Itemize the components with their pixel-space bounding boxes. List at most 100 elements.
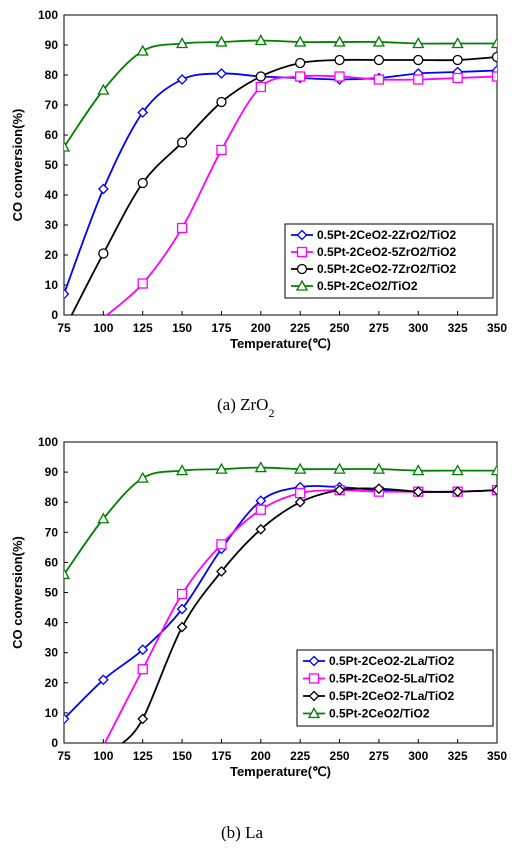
y-tick-label: 0	[51, 736, 58, 750]
x-tick-label: 300	[408, 321, 428, 335]
data-point	[137, 107, 149, 118]
y-tick-label: 80	[45, 495, 59, 509]
caption-text: (b) La	[221, 823, 263, 842]
data-point	[295, 57, 306, 69]
x-tick-label: 250	[330, 749, 350, 763]
data-point	[137, 664, 148, 675]
y-tick-label: 30	[45, 218, 59, 232]
y-tick-label: 70	[45, 525, 59, 539]
data-point	[491, 51, 497, 63]
y-tick-label: 0	[51, 308, 58, 322]
data-point	[412, 37, 425, 49]
y-tick-label: 10	[45, 706, 59, 720]
y-tick-label: 20	[45, 676, 59, 690]
y-tick-label: 60	[45, 128, 59, 142]
legend-marker	[295, 279, 309, 291]
data-point	[451, 37, 464, 49]
data-point	[98, 248, 109, 259]
x-axis-label: Temperature(℃)	[230, 764, 331, 779]
data-point	[216, 144, 227, 156]
data-point	[175, 464, 189, 476]
legend-marker	[296, 263, 308, 275]
y-axis-label: CO conversion(%)	[10, 536, 25, 649]
figure-caption: (a) ZrO2	[217, 395, 274, 420]
data-point	[216, 566, 227, 577]
y-tick-label: 10	[45, 278, 59, 292]
data-point	[295, 488, 306, 499]
y-tick-label: 100	[38, 8, 58, 22]
plot-series-group	[64, 34, 497, 315]
x-tick-label: 300	[408, 749, 428, 763]
data-point	[97, 674, 109, 686]
data-point	[176, 74, 188, 85]
data-point	[215, 35, 228, 47]
y-tick-label: 40	[45, 188, 59, 202]
data-point	[255, 81, 266, 93]
x-tick-label: 100	[93, 321, 113, 335]
legend-box	[284, 223, 494, 299]
x-tick-label: 275	[369, 749, 389, 763]
x-tick-label: 275	[369, 321, 389, 335]
legend-entry: 0.5Pt-2CeO2-7La/TiO2	[329, 689, 454, 703]
x-tick-label: 350	[487, 321, 507, 335]
data-point	[64, 140, 71, 152]
legend-entry: 0.5Pt-2CeO2-5ZrO2/TiO2	[317, 245, 456, 259]
data-point	[373, 54, 385, 66]
caption-subscript: 2	[268, 406, 274, 420]
data-point	[64, 568, 71, 580]
legend-entry: 0.5Pt-2CeO2-2ZrO2/TiO2	[317, 228, 456, 242]
data-point	[254, 461, 267, 473]
series-line	[121, 487, 497, 743]
data-point	[294, 496, 306, 508]
data-point	[294, 35, 307, 47]
y-tick-label: 80	[45, 68, 59, 82]
data-point	[216, 96, 227, 108]
data-point	[97, 183, 109, 195]
chart-la: 0 10 20 30 40 50 60 70 80 90 100 75 100 125 150 175 200 2…	[10, 435, 507, 842]
x-tick-label: 150	[172, 749, 192, 763]
y-tick-label: 30	[45, 646, 59, 660]
x-tick-label: 150	[172, 321, 192, 335]
data-point	[176, 588, 188, 600]
y-tick-label: 40	[45, 616, 59, 630]
data-point	[216, 539, 227, 550]
x-axis-label: Temperature(℃)	[230, 336, 331, 351]
x-tick-label: 225	[290, 749, 310, 763]
y-tick-label: 70	[45, 98, 59, 112]
legend-marker	[296, 246, 308, 258]
legend-marker	[308, 655, 320, 667]
data-point	[97, 83, 110, 95]
data-point	[295, 71, 306, 82]
x-tick-label: 125	[133, 321, 153, 335]
legend-box	[296, 649, 494, 727]
x-tick-label: 100	[93, 749, 113, 763]
x-tick-label: 200	[251, 749, 271, 763]
data-point	[491, 71, 497, 82]
data-point	[137, 177, 148, 189]
data-point	[176, 621, 188, 633]
data-point	[372, 462, 386, 474]
legend-marker	[308, 673, 320, 684]
data-point	[215, 462, 228, 474]
y-tick-label: 100	[38, 435, 58, 449]
series-line	[64, 466, 497, 575]
data-point	[490, 37, 497, 49]
data-point	[333, 35, 346, 47]
figure-caption: (b) La	[221, 823, 263, 842]
data-point	[176, 603, 188, 615]
legend-marker	[307, 707, 321, 719]
data-point	[372, 35, 386, 47]
data-point	[412, 464, 425, 476]
y-tick-label: 90	[45, 465, 59, 479]
x-tick-label: 75	[57, 749, 71, 763]
data-point	[373, 483, 385, 495]
data-point	[490, 464, 497, 476]
data-point	[412, 486, 424, 498]
data-point	[373, 74, 385, 85]
data-point	[176, 222, 188, 234]
x-tick-label: 75	[57, 321, 71, 335]
x-tick-label: 250	[330, 321, 350, 335]
y-tick-label: 50	[45, 586, 59, 600]
data-point	[97, 512, 110, 524]
data-point	[452, 72, 463, 84]
